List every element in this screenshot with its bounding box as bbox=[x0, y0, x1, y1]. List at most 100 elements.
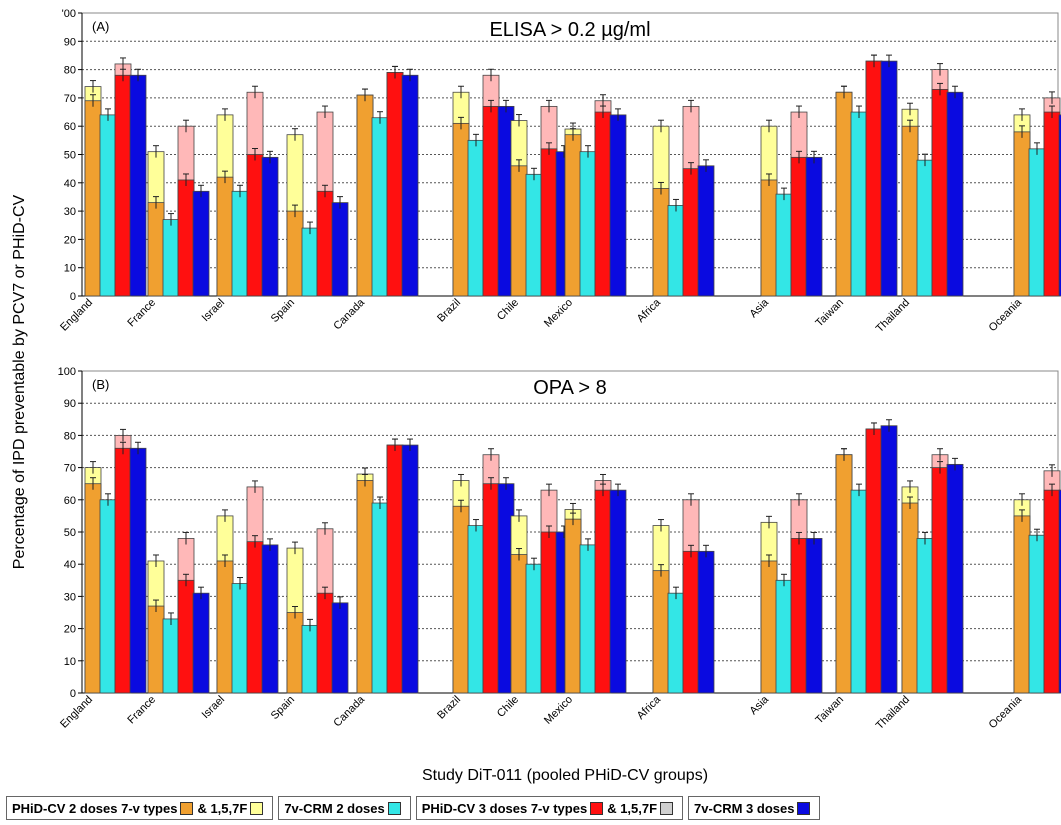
bar-phid2-base bbox=[356, 94, 374, 297]
y-tick-label: 80 bbox=[64, 65, 76, 77]
bar-crm2 bbox=[371, 502, 389, 694]
y-tick-label: 90 bbox=[64, 36, 76, 48]
y-tick-label: 10 bbox=[64, 656, 76, 668]
legend-label-crm2: 7v-CRM 2 doses bbox=[284, 800, 385, 816]
x-tick-label: Oceania bbox=[987, 693, 1025, 731]
bar-crm2 bbox=[1028, 148, 1046, 297]
bar-phid2-base bbox=[452, 505, 470, 694]
legend-label-phid2-extra: & 1,5,7F bbox=[197, 800, 248, 816]
x-tick-label: Asia bbox=[747, 693, 771, 717]
y-tick-label: 0 bbox=[70, 688, 76, 700]
bar-phid3-base bbox=[931, 467, 949, 694]
bar-phid2-base bbox=[901, 125, 919, 297]
x-tick-label: France bbox=[125, 694, 158, 727]
bar-phid2-base bbox=[652, 570, 670, 694]
bar-crm2 bbox=[916, 159, 934, 297]
y-tick-label: 30 bbox=[64, 591, 76, 603]
bar-phid2-base bbox=[760, 560, 778, 694]
bar-crm2 bbox=[301, 227, 319, 297]
y-tick-label: 60 bbox=[64, 495, 76, 507]
bar-phid3-base bbox=[594, 111, 612, 297]
y-tick-label: 50 bbox=[64, 527, 76, 539]
y-tick-label: 40 bbox=[64, 178, 76, 190]
bar-crm3 bbox=[1058, 114, 1061, 297]
bar-crm2 bbox=[916, 538, 934, 694]
bar-crm3 bbox=[1058, 489, 1061, 694]
legend-swatch-crm3 bbox=[797, 801, 811, 815]
y-tick-label: 10 bbox=[64, 263, 76, 275]
bar-crm3 bbox=[261, 156, 279, 297]
bar-crm3 bbox=[609, 489, 627, 694]
bar-crm2 bbox=[162, 618, 180, 694]
x-tick-label: Mexico bbox=[542, 297, 575, 330]
bar-phid3-base bbox=[316, 190, 334, 297]
panel-label-a: (A) bbox=[92, 19, 109, 34]
bar-crm3 bbox=[401, 444, 419, 694]
x-tick-label: Taiwan bbox=[813, 694, 846, 727]
bar-phid2-base bbox=[286, 210, 304, 297]
x-tick-label: Brazil bbox=[435, 694, 463, 722]
bar-crm3 bbox=[805, 156, 823, 297]
bar-crm2 bbox=[850, 489, 868, 694]
bar-crm3 bbox=[880, 60, 898, 297]
y-tick-label: 30 bbox=[64, 206, 76, 218]
bar-phid3-base bbox=[1043, 489, 1061, 694]
bar-crm3 bbox=[192, 592, 210, 694]
bar-phid2-base bbox=[356, 480, 374, 694]
bar-phid2-base bbox=[147, 202, 165, 297]
bar-phid2-base bbox=[286, 612, 304, 694]
bar-phid2-base bbox=[1013, 515, 1031, 694]
x-tick-label: Africa bbox=[635, 693, 664, 722]
x-tick-label: Asia bbox=[747, 296, 771, 320]
bar-phid3-base bbox=[246, 541, 264, 694]
x-tick-label: Chile bbox=[495, 694, 521, 720]
bar-phid3-base bbox=[931, 89, 949, 297]
shared-x-axis-label: Study DiT-011 (pooled PHiD-CV groups) bbox=[422, 767, 708, 784]
bar-phid3-base bbox=[682, 168, 700, 297]
legend-item-phid3: PHiD-CV 3 doses 7-v types & 1,5,7F bbox=[415, 796, 684, 820]
bar-crm3 bbox=[805, 538, 823, 694]
legend-label-phid2: PHiD-CV 2 doses 7-v types bbox=[12, 800, 178, 816]
y-tick-label: '00 bbox=[62, 8, 76, 20]
bar-crm2 bbox=[667, 592, 685, 694]
bar-phid3-base bbox=[540, 148, 558, 297]
bar-crm3 bbox=[129, 447, 147, 694]
bar-crm3 bbox=[261, 544, 279, 694]
bar-crm3 bbox=[609, 114, 627, 297]
panel-label-b: (B) bbox=[92, 377, 109, 392]
legend-swatch-phid2-extra bbox=[250, 801, 264, 815]
bar-phid2-base bbox=[1013, 131, 1031, 297]
bar-crm3 bbox=[697, 165, 715, 297]
y-tick-label: 80 bbox=[64, 430, 76, 442]
bar-phid3-base bbox=[386, 72, 404, 297]
bar-crm2 bbox=[667, 205, 685, 297]
bar-phid3-base bbox=[482, 105, 500, 297]
bar-phid3-base bbox=[177, 179, 195, 297]
bar-phid3-base bbox=[114, 447, 132, 694]
bar-phid2-base bbox=[216, 176, 234, 297]
legend-item-crm2: 7v-CRM 2 doses bbox=[278, 796, 411, 820]
x-tick-label: France bbox=[125, 297, 158, 330]
bar-phid3-base bbox=[246, 154, 264, 297]
bar-crm2 bbox=[99, 499, 117, 694]
bar-phid3-base bbox=[1043, 111, 1061, 297]
bar-crm3 bbox=[401, 74, 419, 297]
x-tick-label: England bbox=[58, 297, 95, 334]
x-tick-label: England bbox=[58, 694, 95, 731]
bar-phid3-base bbox=[482, 483, 500, 694]
bar-crm2 bbox=[775, 193, 793, 297]
x-tick-label: Spain bbox=[269, 694, 297, 722]
bar-crm2 bbox=[775, 579, 793, 694]
bar-phid3-base bbox=[865, 60, 883, 297]
bar-phid2-base bbox=[564, 134, 582, 297]
legend-swatch-phid2-base bbox=[180, 801, 194, 815]
x-tick-label: Oceania bbox=[987, 296, 1025, 334]
bar-phid3-base bbox=[790, 538, 808, 694]
bar-phid3-base bbox=[540, 531, 558, 694]
bar-phid2-base bbox=[84, 100, 102, 297]
y-tick-label: 20 bbox=[64, 234, 76, 246]
y-tick-label: 60 bbox=[64, 121, 76, 133]
legend-item-crm3: 7v-CRM 3 doses bbox=[688, 796, 821, 820]
bar-phid2-base bbox=[510, 554, 528, 694]
y-tick-label: 0 bbox=[70, 291, 76, 303]
